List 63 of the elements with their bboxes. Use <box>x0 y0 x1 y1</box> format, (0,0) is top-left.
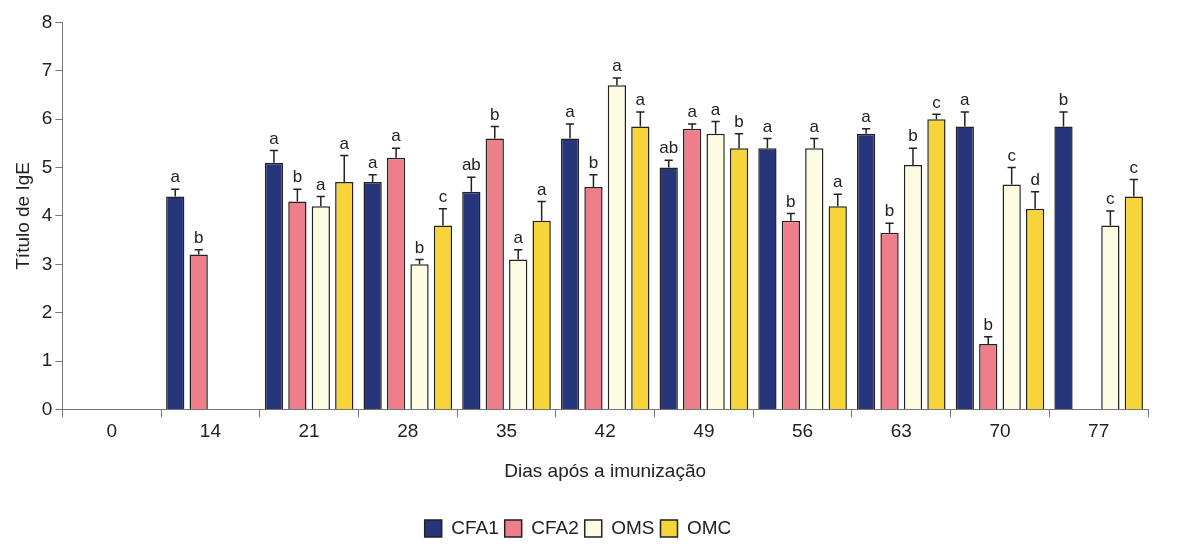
data-label: a <box>710 99 721 119</box>
data-label: a <box>513 227 524 247</box>
x-tick-label: 56 <box>792 420 814 442</box>
data-label: a <box>861 107 872 127</box>
data-label: b <box>734 111 744 131</box>
x-tick-label: 49 <box>693 420 715 442</box>
legend-label: CFA1 <box>451 516 499 538</box>
data-label: a <box>687 102 698 122</box>
data-label: a <box>536 179 547 199</box>
data-label: c <box>1129 157 1139 177</box>
x-tick-label: 42 <box>594 420 616 442</box>
x-tick-label: 63 <box>890 420 912 442</box>
x-tick-label: 0 <box>106 420 117 442</box>
data-label: a <box>833 172 843 192</box>
data-label: a <box>635 90 646 110</box>
y-tick-label: 2 <box>41 300 53 322</box>
y-tick-label: 6 <box>41 107 53 129</box>
data-label: b <box>414 237 425 257</box>
data-label: b <box>490 104 500 124</box>
legend-label: OMC <box>686 516 732 538</box>
data-label: a <box>809 116 820 136</box>
y-tick-label: 8 <box>41 10 53 32</box>
data-label: b <box>292 167 303 187</box>
y-tick-label: 0 <box>41 397 53 419</box>
data-label: b <box>884 201 895 221</box>
legend-label: OMS <box>611 516 655 538</box>
x-tick-label: 28 <box>397 420 419 442</box>
y-tick-label: 3 <box>41 252 53 274</box>
x-tick-label: 21 <box>298 420 320 442</box>
data-label: d <box>1030 169 1040 189</box>
data-label: a <box>170 167 181 187</box>
y-tick-label: 7 <box>41 59 53 81</box>
legend-label: CFA2 <box>531 516 579 538</box>
x-tick-label: 77 <box>1088 420 1110 442</box>
data-label: ab <box>461 155 481 175</box>
y-tick-label: 1 <box>41 349 53 371</box>
data-label: b <box>786 191 796 211</box>
data-label: b <box>908 126 918 146</box>
y-tick-label: 4 <box>41 204 53 226</box>
data-label: b <box>193 227 204 247</box>
data-label: b <box>588 152 599 172</box>
y-tick-label: 5 <box>41 155 53 177</box>
data-label: c <box>1106 189 1116 209</box>
x-tick-label: 70 <box>989 420 1011 442</box>
data-label: c <box>438 186 448 206</box>
data-label: a <box>367 152 378 172</box>
x-tick-label: 14 <box>199 420 222 442</box>
data-label: c <box>932 92 942 112</box>
data-label: a <box>269 128 280 148</box>
data-label: b <box>1058 90 1069 110</box>
data-label: a <box>316 174 327 194</box>
y-axis-title: Título de IgE <box>11 162 33 270</box>
x-axis-title: Dias após a imunização <box>504 459 707 481</box>
data-label: a <box>612 56 623 76</box>
data-label: a <box>762 116 773 136</box>
data-label: ab <box>659 138 679 158</box>
data-label: a <box>565 102 576 122</box>
x-tick-label: 35 <box>495 420 518 442</box>
data-label: a <box>960 90 971 110</box>
data-label: a <box>339 133 350 153</box>
data-label: b <box>983 315 993 335</box>
data-label: c <box>1007 145 1017 165</box>
data-label: a <box>391 126 402 146</box>
